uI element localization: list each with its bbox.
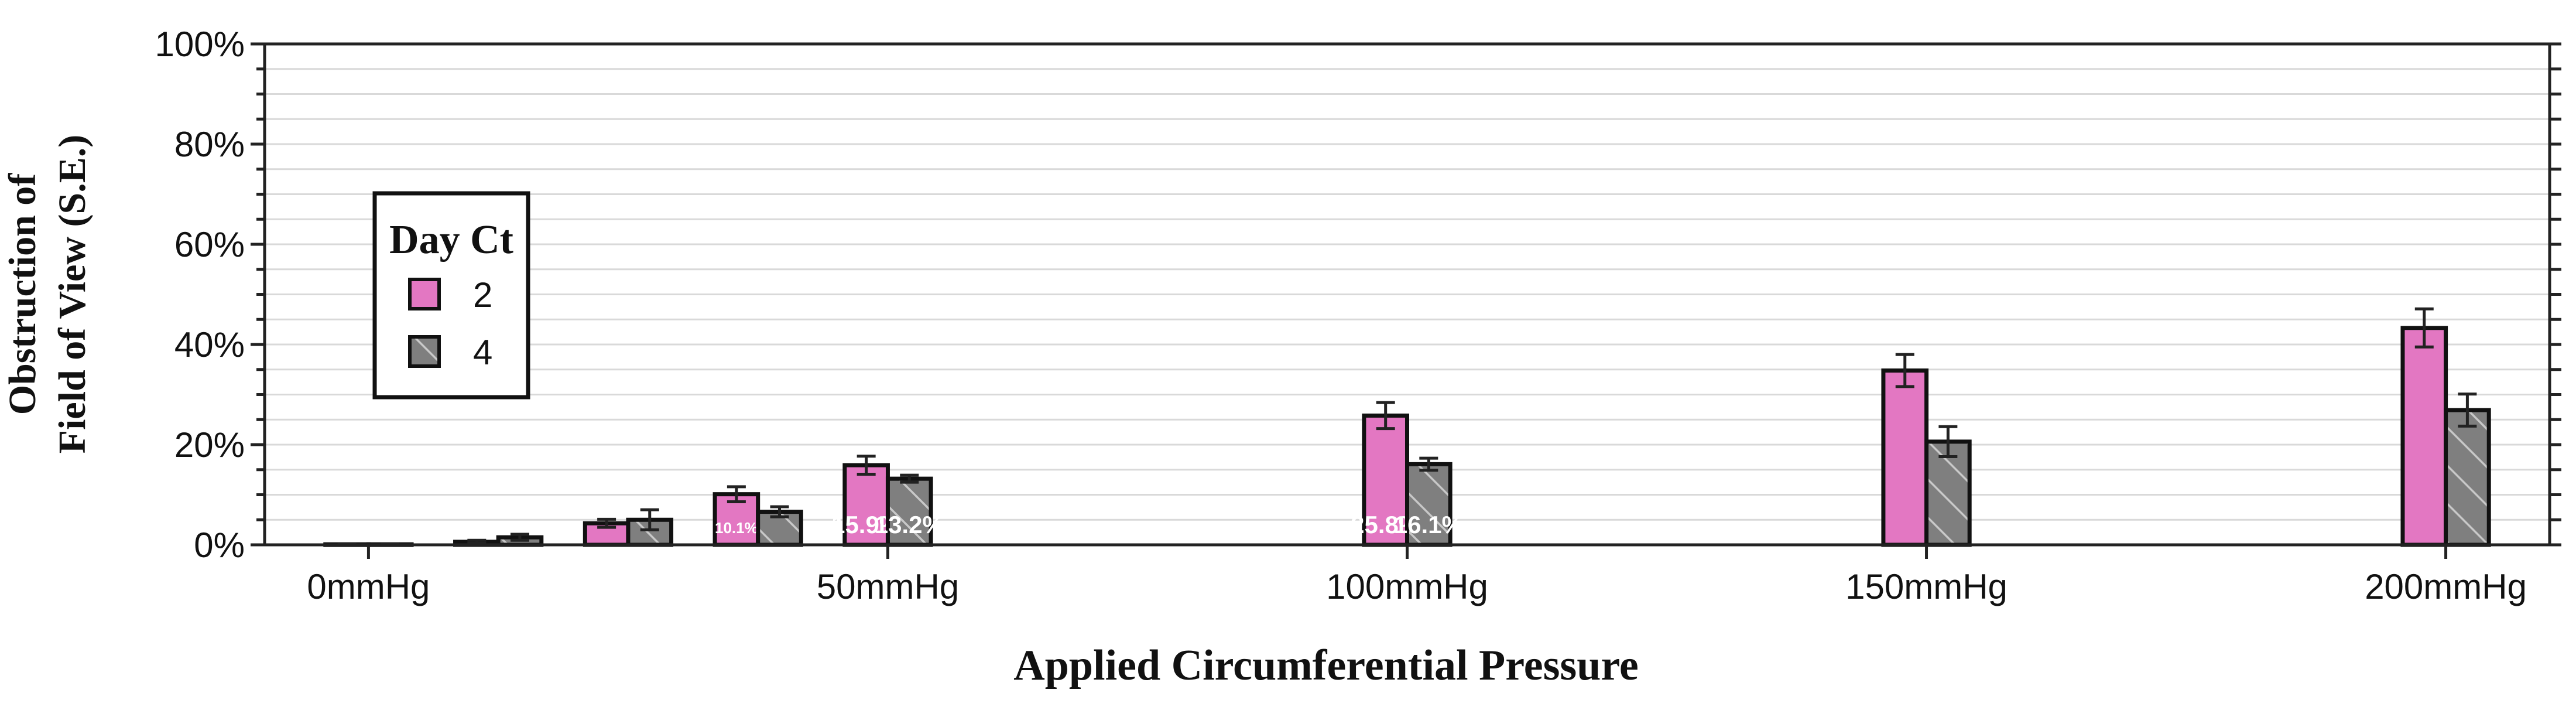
legend-label-series-2: 2: [473, 275, 492, 315]
legend-label-series-4: 4: [473, 333, 492, 372]
y-tick-label: 0%: [194, 525, 245, 565]
bar-series-2: [842, 463, 890, 547]
legend-box: [372, 191, 530, 400]
bar-series-2: [2400, 326, 2448, 547]
legend: Day Ct 2 4: [372, 191, 530, 400]
legend-swatch-series-4: [408, 335, 441, 368]
y-axis-ticks: 0% 20% 40% 60% 80% 100%: [155, 25, 2561, 565]
legend-title: Day Ct: [389, 217, 513, 262]
bar-data-label: 10.1%: [715, 519, 758, 537]
y-axis-title: Obstruction of Field of View (S.E.): [1, 135, 94, 453]
bar-series-4: [2444, 408, 2491, 547]
x-axis-title: Applied Circumferential Pressure: [1013, 641, 1638, 690]
gridlines: [265, 68, 2550, 521]
bar-data-label: 16.1%: [1394, 511, 1464, 538]
y-axis-title-line-1: Obstruction of: [1, 173, 44, 415]
y-tick-label: 20%: [174, 425, 245, 465]
x-axis-ticks: 0mmHg 50mmHg 100mmHg 150mmHg 200mmHg: [307, 545, 2527, 606]
bar-data-label: 13.2%: [875, 511, 944, 538]
y-axis-title-line-2: Field of View (S.E.): [51, 135, 94, 453]
x-tick-label: 50mmHg: [817, 567, 959, 606]
bar-series-2: [1881, 368, 1929, 547]
x-tick-label: 0mmHg: [307, 567, 430, 606]
bar-series-4: [1924, 439, 1972, 547]
y-tick-label: 100%: [155, 25, 245, 64]
bar-series-4: [885, 476, 933, 547]
legend-swatch-series-2: [408, 278, 441, 310]
y-tick-label: 60%: [174, 225, 245, 264]
x-tick-label: 100mmHg: [1326, 567, 1488, 606]
y-tick-label: 80%: [174, 125, 245, 164]
x-tick-label: 150mmHg: [1845, 567, 2008, 606]
y-tick-label: 40%: [174, 325, 245, 364]
x-tick-label: 200mmHg: [2365, 567, 2527, 606]
